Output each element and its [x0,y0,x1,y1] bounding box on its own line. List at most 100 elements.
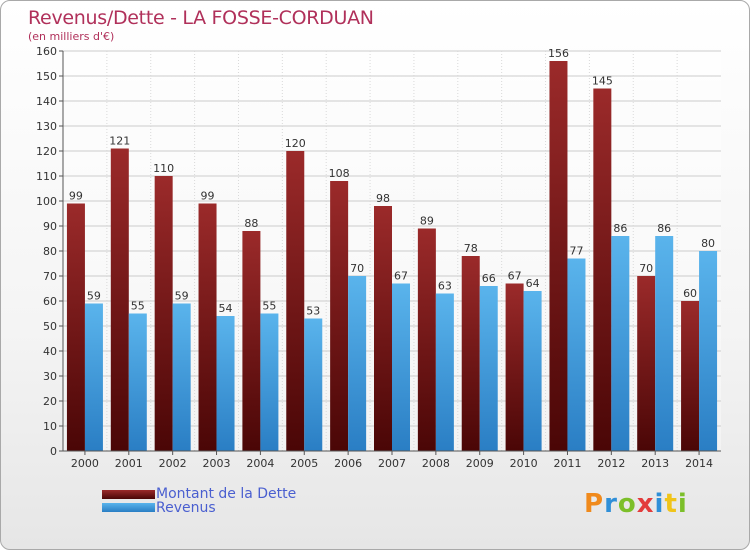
data-label-revenue: 63 [438,280,452,293]
data-label-debt: 98 [376,192,390,205]
y-tick-label: 0 [50,445,57,458]
x-tick-label: 2004 [246,457,274,470]
data-label-revenue: 59 [175,290,189,303]
y-tick-label: 10 [43,420,57,433]
bar-debt [374,206,392,451]
legend-label-debt: Montant de la Dette [156,486,297,502]
data-label-revenue: 67 [394,270,408,283]
bar-debt [549,61,568,451]
bar-debt [593,88,612,451]
bar-revenue [216,316,235,451]
axes: 0 10 20 30 40 50 60 70 80 90 100 110 120 130 140 150 160… [36,45,721,470]
x-tick-label: 2009 [466,457,494,470]
bar-debt [461,256,480,451]
x-tick-label: 2007 [378,457,406,470]
bar-debt [505,283,524,451]
x-tick-label: 2006 [334,457,362,470]
bar-revenue [523,291,542,451]
chart-subtitle: (en milliers d'€) [28,30,115,43]
bar-revenue [655,236,674,451]
chart-title: Revenus/Dette - LA FOSSE-CORDUAN [28,7,374,29]
bar-revenue [304,318,323,451]
bar-debt [417,228,436,451]
bar-revenue [172,303,191,451]
data-label-debt: 67 [508,270,522,283]
y-tick-label: 20 [43,395,57,408]
logo-letter: P [584,489,605,519]
y-tick-label: 100 [36,195,57,208]
y-tick-label: 120 [36,145,57,158]
bar-debt [286,151,305,451]
x-tick-label: 2005 [290,457,318,470]
data-label-revenue: 86 [613,222,627,235]
y-tick-label: 50 [43,320,57,333]
data-label-revenue: 55 [131,300,145,313]
logo-letter: i [677,489,688,519]
data-label-debt: 120 [285,137,306,150]
logo-letter: r [604,489,618,519]
bar-revenue [479,286,498,451]
y-tick-label: 80 [43,245,57,258]
y-tick-label: 130 [36,120,57,133]
bar-debt [66,203,85,451]
bar-revenue [128,313,147,451]
x-tick-label: 2011 [553,457,581,470]
x-tick-label: 2003 [203,457,231,470]
logo-letter: i [654,489,665,519]
data-label-revenue: 70 [350,262,364,275]
y-tick-label: 140 [36,95,57,108]
y-tick-label: 40 [43,345,57,358]
data-label-revenue: 64 [526,277,540,290]
bar-debt [198,203,217,451]
y-tick-label: 60 [43,295,57,308]
legend-label-revenue: Revenus [156,500,216,516]
data-label-debt: 60 [683,287,697,300]
data-label-revenue: 53 [306,305,320,318]
legend-swatch-debt [102,490,155,499]
bar-debt [681,301,700,451]
x-tick-label: 2002 [159,457,187,470]
proxiti-logo: Proxiti [584,489,688,519]
data-label-revenue: 77 [569,245,583,258]
y-tick-label: 90 [43,220,57,233]
data-label-revenue: 80 [701,237,715,250]
data-label-revenue: 66 [482,272,496,285]
data-label-debt: 145 [592,75,613,88]
bars [66,61,718,451]
x-tick-label: 2008 [422,457,450,470]
y-tick-label: 110 [36,170,57,183]
data-label-debt: 70 [639,262,653,275]
data-label-debt: 110 [153,162,174,175]
bar-debt [330,181,349,451]
bar-revenue [348,276,367,451]
x-tick-label: 2014 [685,457,713,470]
data-label-debt: 108 [329,167,350,180]
data-label-revenue: 59 [87,290,101,303]
y-tick-label: 150 [36,70,57,83]
legend-swatch-revenue [102,503,155,512]
data-label-debt: 89 [420,215,434,228]
data-label-debt: 156 [548,47,569,60]
x-tick-label: 2000 [71,457,99,470]
x-tick-label: 2001 [115,457,143,470]
data-label-revenue: 54 [219,302,233,315]
data-label-debt: 99 [69,190,83,203]
y-tick-label: 70 [43,270,57,283]
data-label-debt: 121 [109,135,130,148]
x-tick-label: 2012 [597,457,625,470]
logo-letter: x [636,489,655,519]
bar-revenue [567,258,586,451]
data-label-debt: 78 [464,242,478,255]
bar-debt [154,176,173,451]
y-tick-label: 30 [43,370,57,383]
data-label-revenue: 86 [657,222,671,235]
data-label-debt: 99 [201,190,215,203]
x-tick-label: 2010 [510,457,538,470]
bar-revenue [260,313,279,451]
data-label-revenue: 55 [262,300,276,313]
bar-revenue [84,303,103,451]
data-label-debt: 88 [244,217,258,230]
bar-debt [637,276,656,451]
